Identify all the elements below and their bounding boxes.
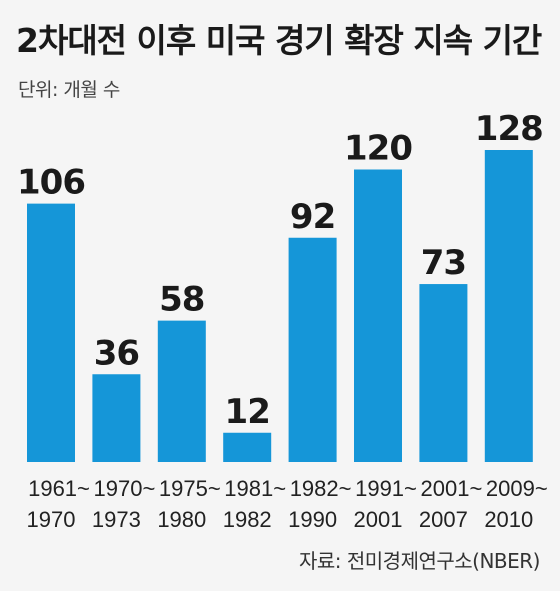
bar-0 <box>27 203 75 462</box>
category-label-0-0: 1961~ <box>28 476 90 501</box>
value-label-6: 73 <box>421 243 466 283</box>
source-note: 자료: 전미경제연구소(NBER) <box>298 549 541 573</box>
value-label-7: 128 <box>475 109 543 149</box>
category-label-7-0: 2009~ <box>486 476 548 501</box>
category-label-2-1: 1980 <box>157 507 206 532</box>
bars-group <box>27 150 533 462</box>
value-label-3: 12 <box>225 392 270 432</box>
category-label-1-0: 1970~ <box>94 476 156 501</box>
category-label-3-1: 1982 <box>223 507 272 532</box>
category-label-3-0: 1981~ <box>224 476 286 501</box>
value-label-0: 106 <box>17 163 85 203</box>
category-label-4-0: 1982~ <box>290 476 352 501</box>
category-label-2-0: 1975~ <box>159 476 221 501</box>
category-label-0-1: 1970 <box>27 507 76 532</box>
chart-title: 2차대전 이후 미국 경기 확장 지속 기간 <box>16 21 542 60</box>
value-label-1: 36 <box>94 333 139 373</box>
category-label-6-1: 2007 <box>419 507 468 532</box>
unit-label: 단위: 개월 수 <box>18 79 120 101</box>
category-label-1-1: 1973 <box>92 507 141 532</box>
bar-5 <box>354 169 402 462</box>
bar-2 <box>157 320 206 462</box>
value-label-5: 120 <box>344 129 412 169</box>
category-label-6-0: 2001~ <box>421 476 483 501</box>
category-labels-group: 1961~ 1970 1970~ 1973 1975~ 1980 1981~ 1982 1982… <box>27 476 548 532</box>
bar-7 <box>484 150 533 462</box>
category-label-7-1: 2010 <box>484 507 533 532</box>
value-label-4: 92 <box>290 197 335 237</box>
category-label-5-0: 1991~ <box>355 476 417 501</box>
bar-6 <box>419 284 468 462</box>
category-label-4-1: 1990 <box>288 507 337 532</box>
bar-4 <box>288 237 337 462</box>
bar-3 <box>223 432 272 462</box>
value-label-2: 58 <box>159 280 204 320</box>
category-label-5-1: 2001 <box>354 507 403 532</box>
bar-1 <box>92 374 141 462</box>
